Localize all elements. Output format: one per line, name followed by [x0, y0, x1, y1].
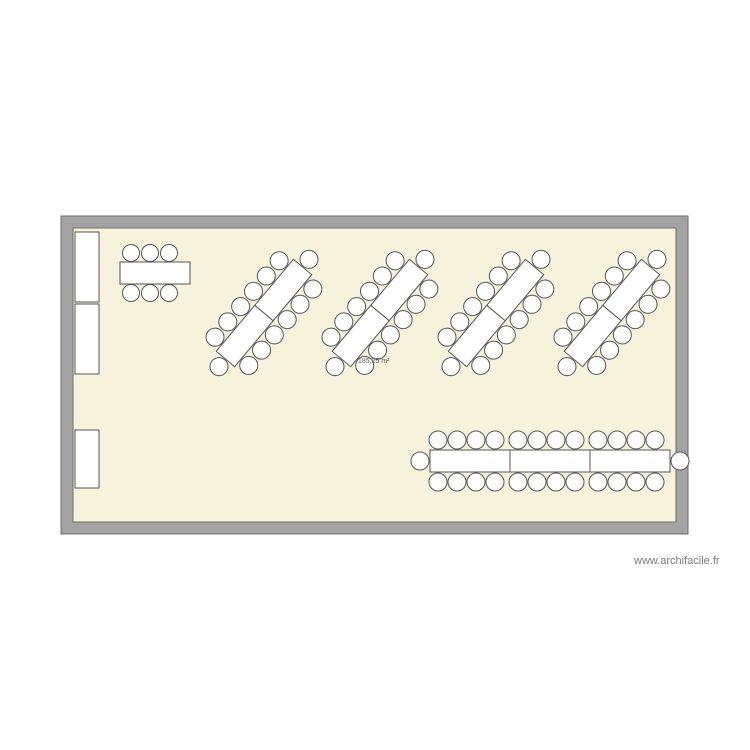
- floor-plan-canvas: 185,25 m²: [0, 0, 750, 750]
- svg-text:185,25 m²: 185,25 m²: [358, 358, 390, 365]
- watermark-link[interactable]: www.archifacile.fr: [634, 555, 720, 567]
